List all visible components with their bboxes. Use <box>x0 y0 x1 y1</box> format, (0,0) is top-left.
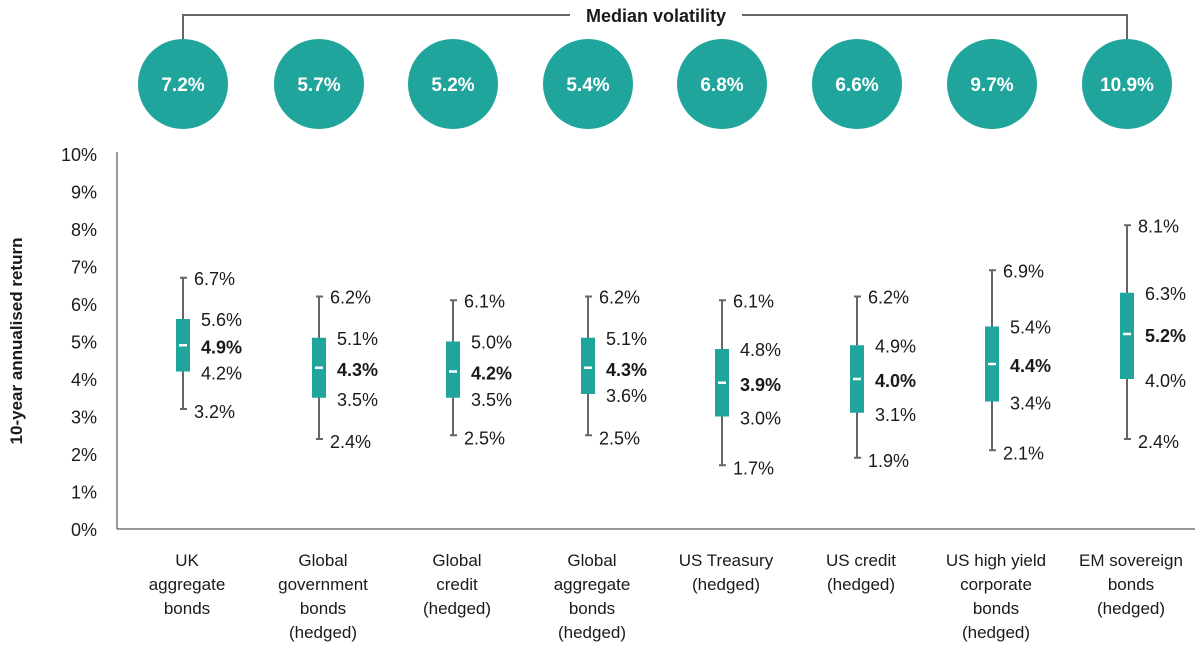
y-tick-label: 6% <box>71 295 97 315</box>
category-label: Global <box>432 551 481 570</box>
q3-label: 5.1% <box>337 329 378 349</box>
y-axis-title: 10-year annualised return <box>7 238 26 445</box>
category-label: (hedged) <box>692 575 760 594</box>
q3-label: 4.9% <box>875 336 916 356</box>
min-label: 1.7% <box>733 458 774 478</box>
median-label: 4.2% <box>471 364 512 384</box>
y-tick-label: 0% <box>71 520 97 540</box>
median-label: 5.2% <box>1145 326 1186 346</box>
max-label: 6.2% <box>868 288 909 308</box>
box <box>581 337 595 394</box>
category-label: Global <box>298 551 347 570</box>
median-label: 4.4% <box>1010 356 1051 376</box>
category-label: bonds <box>569 599 615 618</box>
median-label: 3.9% <box>740 375 781 395</box>
y-tick-label: 10% <box>61 145 97 165</box>
q3-label: 5.6% <box>201 310 242 330</box>
volatility-circle <box>138 39 228 129</box>
y-tick-label: 2% <box>71 445 97 465</box>
max-label: 8.1% <box>1138 216 1179 236</box>
max-label: 6.2% <box>599 288 640 308</box>
category-label: bonds <box>300 599 346 618</box>
median-label: 4.9% <box>201 337 242 357</box>
min-label: 3.2% <box>194 402 235 422</box>
max-label: 6.1% <box>733 291 774 311</box>
y-tick-label: 1% <box>71 483 97 503</box>
y-tick-label: 9% <box>71 183 97 203</box>
y-tick-label: 7% <box>71 258 97 278</box>
q3-label: 5.1% <box>606 329 647 349</box>
q1-label: 3.5% <box>471 390 512 410</box>
q3-label: 4.8% <box>740 340 781 360</box>
max-label: 6.2% <box>330 288 371 308</box>
category-label: bonds <box>1108 575 1154 594</box>
q3-label: 5.0% <box>471 333 512 353</box>
category-label: Global <box>567 551 616 570</box>
bracket-label-bg <box>570 3 742 27</box>
category-label: (hedged) <box>289 623 357 642</box>
volatility-label: 6.8% <box>700 75 743 96</box>
min-label: 2.5% <box>599 428 640 448</box>
volatility-label: 10.9% <box>1100 75 1154 96</box>
chart-title: Median volatility <box>586 6 726 26</box>
category-label: bonds <box>973 599 1019 618</box>
q1-label: 3.4% <box>1010 394 1051 414</box>
volatility-circle <box>812 39 902 129</box>
category-label: US high yield <box>946 551 1046 570</box>
min-label: 2.1% <box>1003 443 1044 463</box>
q1-label: 3.1% <box>875 405 916 425</box>
min-label: 2.5% <box>464 428 505 448</box>
q1-label: 4.0% <box>1145 371 1186 391</box>
q3-label: 5.4% <box>1010 318 1051 338</box>
category-label: EM sovereign <box>1079 551 1183 570</box>
q1-label: 4.2% <box>201 364 242 384</box>
min-label: 2.4% <box>1138 432 1179 452</box>
median-label: 4.3% <box>606 360 647 380</box>
volatility-label: 5.7% <box>297 75 340 96</box>
y-tick-label: 4% <box>71 370 97 390</box>
q1-label: 3.0% <box>740 409 781 429</box>
volatility-circle <box>1082 39 1172 129</box>
volatility-circle <box>677 39 767 129</box>
volatility-label: 6.6% <box>835 75 878 96</box>
volatility-circle <box>408 39 498 129</box>
q1-label: 3.5% <box>337 390 378 410</box>
q1-label: 3.6% <box>606 386 647 406</box>
category-label: US credit <box>826 551 896 570</box>
y-tick-label: 3% <box>71 408 97 428</box>
max-label: 6.1% <box>464 291 505 311</box>
category-label: UK <box>175 551 199 570</box>
category-label: bonds <box>164 599 210 618</box>
category-label: credit <box>436 575 478 594</box>
category-label: US Treasury <box>679 551 774 570</box>
q3-label: 6.3% <box>1145 284 1186 304</box>
volatility-label: 5.2% <box>431 75 474 96</box>
max-label: 6.7% <box>194 269 235 289</box>
category-label: aggregate <box>554 575 631 594</box>
category-label: (hedged) <box>827 575 895 594</box>
category-label: (hedged) <box>962 623 1030 642</box>
volatility-label: 7.2% <box>161 75 204 96</box>
y-tick-label: 5% <box>71 333 97 353</box>
min-label: 1.9% <box>868 451 909 471</box>
category-label: (hedged) <box>1097 599 1165 618</box>
box <box>446 341 460 398</box>
volatility-label: 9.7% <box>970 75 1013 96</box>
max-label: 6.9% <box>1003 261 1044 281</box>
volatility-circle <box>274 39 364 129</box>
category-label: (hedged) <box>558 623 626 642</box>
box <box>1120 292 1134 379</box>
category-label: (hedged) <box>423 599 491 618</box>
volatility-circle <box>543 39 633 129</box>
category-label: government <box>278 575 368 594</box>
volatility-circle <box>947 39 1037 129</box>
median-label: 4.3% <box>337 360 378 380</box>
y-tick-label: 8% <box>71 220 97 240</box>
volatility-label: 5.4% <box>566 75 609 96</box>
category-label: corporate <box>960 575 1032 594</box>
category-label: aggregate <box>149 575 226 594</box>
median-label: 4.0% <box>875 371 916 391</box>
min-label: 2.4% <box>330 432 371 452</box>
